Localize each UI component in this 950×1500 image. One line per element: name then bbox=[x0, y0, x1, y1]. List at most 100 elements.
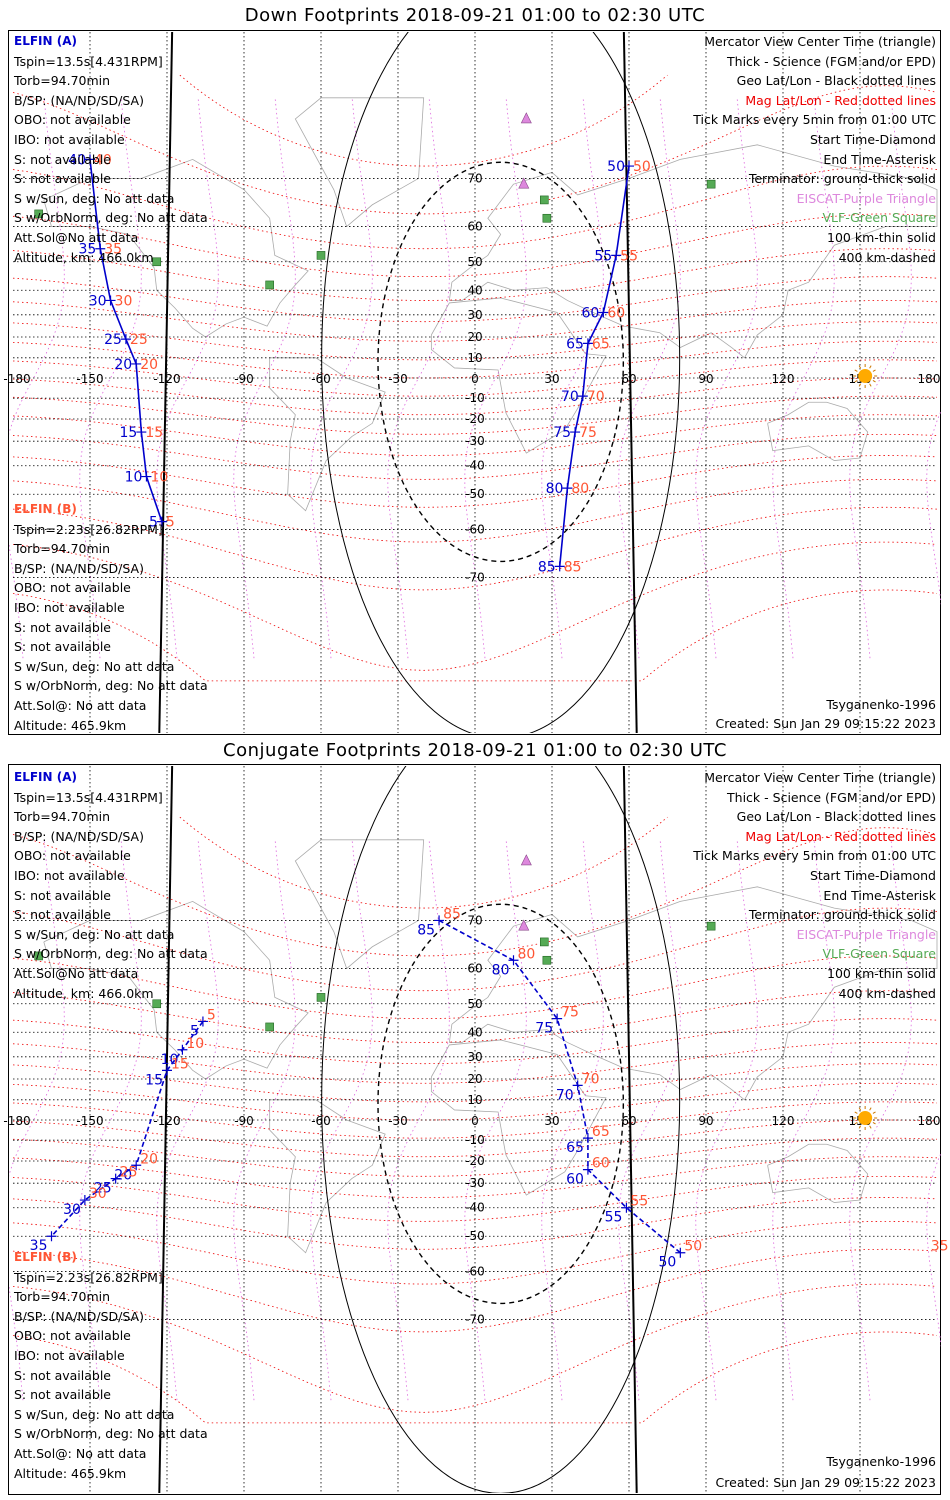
info-line: S w/OrbNorm, deg: No att data bbox=[14, 210, 208, 226]
elfin-b-tick-label: 65 bbox=[592, 336, 610, 352]
created-timestamp: Created: Sun Jan 29 09:15:22 2023 bbox=[715, 716, 936, 731]
land-outline bbox=[43, 900, 309, 1080]
land-outline bbox=[430, 297, 607, 454]
elfin-b-tick-label: 25 bbox=[120, 1165, 138, 1181]
vlf-marker bbox=[316, 993, 326, 1002]
vlf-marker bbox=[152, 999, 162, 1009]
elfin-b-tick-label: 70 bbox=[587, 389, 605, 405]
sun-ray bbox=[854, 380, 858, 383]
elfin-b-tick-label: 50 bbox=[633, 159, 651, 175]
info-line: S: not available bbox=[14, 907, 111, 923]
info-line: Att.Sol@No att data bbox=[14, 965, 139, 981]
tick-mark bbox=[141, 471, 152, 482]
elfin-a-tick-label: 70 bbox=[561, 389, 579, 405]
sun-icon bbox=[858, 368, 873, 383]
legend-item: 400 km-dashed bbox=[838, 985, 936, 1001]
mag-lat-line bbox=[12, 827, 938, 957]
land-outline bbox=[294, 839, 425, 969]
elfin-a-info: ELFIN (A) Tspin=13.5s[4.431RPM] Torb=94.… bbox=[14, 32, 208, 267]
elfin-a-tick-label: 80 bbox=[546, 481, 564, 497]
y-tick-label: 40 bbox=[467, 1025, 482, 1039]
elfin-b-tick-label: 15 bbox=[171, 1056, 189, 1072]
sun-ray bbox=[869, 1107, 872, 1111]
plot-frame bbox=[8, 764, 941, 1495]
info-line: Att.Sol@No att data bbox=[14, 229, 139, 245]
tick-mark bbox=[624, 161, 634, 172]
fov-100km bbox=[321, 32, 681, 733]
vlf-marker bbox=[539, 937, 549, 947]
info-line: S w/OrbNorm, deg: No att data bbox=[14, 678, 208, 694]
y-tick-label: 20 bbox=[467, 1072, 482, 1086]
legend-item: Start Time-Diamond bbox=[809, 131, 936, 147]
y-tick-label: -60 bbox=[465, 522, 485, 536]
mag-lat-line bbox=[12, 359, 938, 397]
plot-frame bbox=[8, 30, 941, 735]
mag-lon-line bbox=[618, 97, 681, 659]
legend-item: End Time-Asterisk bbox=[823, 151, 936, 167]
x-tick-label: -180 bbox=[3, 1114, 30, 1128]
vlf-marker bbox=[265, 1022, 274, 1032]
tick-mark bbox=[598, 307, 609, 318]
legend-item: Mag Lat/Lon - Red dotted lines bbox=[745, 92, 936, 108]
tick-mark bbox=[582, 1133, 593, 1144]
elfin-b-tick-label: 30 bbox=[89, 1186, 107, 1202]
elfin-a-tick-label: 5 bbox=[149, 515, 158, 531]
eiscat-marker bbox=[520, 112, 532, 124]
legend-item: Geo Lat/Lon - Black dotted lines bbox=[736, 73, 936, 89]
mag-lon-line bbox=[387, 839, 450, 1401]
land-outline bbox=[767, 401, 869, 461]
vlf-marker bbox=[706, 921, 716, 931]
mag-lat-line bbox=[12, 433, 938, 480]
info-line: Altitude: 465.9km bbox=[14, 1465, 127, 1481]
elfin-a-tick-label: 15 bbox=[120, 425, 138, 441]
mag-lon-line bbox=[849, 839, 912, 1401]
tick-mark bbox=[131, 358, 142, 369]
vlf-marker bbox=[265, 280, 274, 290]
y-tick-label: -40 bbox=[465, 1201, 485, 1215]
info-line: Tspin=13.5s[4.431RPM] bbox=[14, 53, 163, 69]
y-tick-label: -50 bbox=[465, 1229, 485, 1243]
eiscat-marker bbox=[520, 854, 532, 866]
info-line: Torb=94.70min bbox=[14, 809, 111, 825]
model-label: Tsyganenko-1996 bbox=[826, 697, 936, 712]
info-line: S w/Sun, deg: No att data bbox=[14, 926, 175, 942]
elfin-a-tick-label: 35 bbox=[78, 242, 96, 258]
vlf-marker bbox=[542, 955, 552, 965]
tick-mark bbox=[552, 1013, 563, 1024]
mag-lon-line bbox=[926, 410, 941, 606]
mag-lon-line bbox=[772, 839, 835, 1401]
info-line: Torb=94.70min bbox=[14, 541, 111, 557]
tick-mark bbox=[577, 391, 588, 402]
y-tick-label: -20 bbox=[465, 1154, 485, 1168]
tick-mark bbox=[582, 338, 593, 349]
elfin-a-tick-label: 50 bbox=[659, 1255, 677, 1271]
info-line: Tspin=2.23s[26.82RPM] bbox=[14, 521, 163, 537]
y-tick-label: -20 bbox=[465, 412, 485, 426]
mag-lon-line bbox=[387, 97, 450, 659]
elfin-b-header: ELFIN (B) bbox=[14, 502, 77, 516]
land-outline bbox=[448, 886, 938, 1101]
track-line bbox=[558, 165, 630, 567]
legend-item: Mag Lat/Lon - Red dotted lines bbox=[745, 828, 936, 844]
y-tick-label: 70 bbox=[467, 171, 482, 185]
mag-lat-line bbox=[12, 1063, 938, 1103]
elfin-a-tick-label: 65 bbox=[566, 1140, 584, 1156]
sun-ray bbox=[869, 365, 872, 369]
tick-mark bbox=[156, 516, 167, 527]
mag-lon-line bbox=[464, 97, 527, 659]
elfin-a-tick-label: 20 bbox=[114, 1167, 132, 1183]
land-outline bbox=[269, 357, 386, 512]
legend-item: EISCAT-Purple Triangle bbox=[796, 926, 936, 942]
tick-mark bbox=[508, 955, 519, 966]
sun-ray bbox=[872, 1122, 876, 1125]
x-tick-label: 0 bbox=[471, 1114, 479, 1128]
model-label: Tsyganenko-1996 bbox=[826, 1454, 936, 1469]
tick-mark bbox=[131, 1160, 142, 1171]
elfin-a-tick-label: 65 bbox=[566, 336, 584, 352]
mag-lon-line bbox=[849, 97, 912, 659]
elfin-a-tick-label: 35 bbox=[30, 1238, 48, 1254]
mag-lon-line bbox=[310, 839, 373, 1401]
info-line: S: not available bbox=[14, 887, 111, 903]
elfin-a-tick-label: 20 bbox=[114, 357, 132, 373]
y-tick-label: 50 bbox=[467, 997, 482, 1011]
